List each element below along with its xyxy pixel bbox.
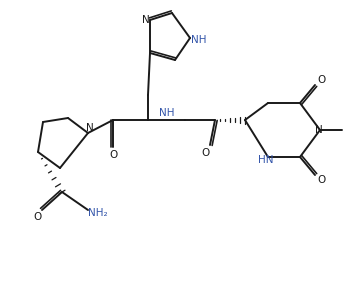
Text: NH: NH bbox=[159, 108, 174, 118]
Text: NH: NH bbox=[191, 35, 207, 45]
Text: O: O bbox=[202, 148, 210, 158]
Text: O: O bbox=[318, 175, 326, 185]
Text: O: O bbox=[33, 212, 41, 222]
Text: N: N bbox=[315, 125, 323, 135]
Text: O: O bbox=[318, 75, 326, 85]
Text: NH₂: NH₂ bbox=[88, 208, 108, 218]
Text: O: O bbox=[109, 150, 117, 160]
Text: HN: HN bbox=[258, 155, 274, 165]
Text: N: N bbox=[86, 123, 94, 133]
Text: N: N bbox=[142, 15, 150, 25]
